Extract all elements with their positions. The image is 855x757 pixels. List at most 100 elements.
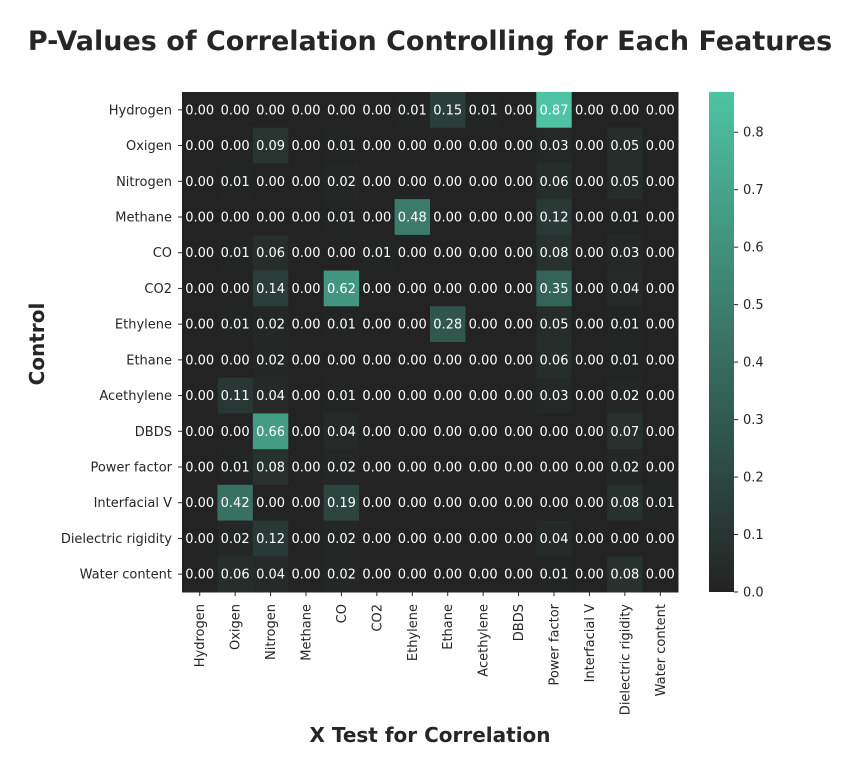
colorbar-tick-label: 0.8	[743, 126, 764, 141]
colorbar-tick-label: 0.2	[743, 471, 764, 486]
x-tick-label: CO2	[370, 604, 385, 632]
cell-value-label: 0.08	[610, 496, 639, 511]
heatmap-cell	[430, 520, 466, 557]
heatmap-cell	[394, 163, 431, 200]
cell-value-label: 0.02	[256, 353, 285, 368]
heatmap-cell	[571, 377, 608, 414]
cell-value-label: 0.00	[504, 532, 533, 547]
colorbar-tick-label: 0.0	[743, 586, 764, 601]
heatmap-cell	[182, 342, 218, 379]
cell-value-label: 0.00	[327, 103, 356, 118]
cell-value-label: 0.01	[221, 246, 250, 261]
cell-value-label: 0.00	[292, 139, 321, 154]
heatmap-cell	[252, 163, 289, 200]
cell-value-label: 0.01	[221, 461, 250, 476]
cell-value-label: 0.00	[504, 496, 533, 511]
heatmap-cell	[571, 342, 608, 379]
heatmap-cell	[182, 377, 218, 414]
heatmap-cell	[536, 377, 573, 414]
heatmap-cell	[571, 306, 608, 343]
cell-value-label: 0.00	[504, 175, 533, 190]
cell-value-label: 0.04	[256, 568, 285, 583]
cell-value-label: 0.00	[469, 175, 498, 190]
heatmap-cell	[323, 556, 360, 593]
heatmap-cell	[571, 234, 608, 272]
cell-value-label: 0.00	[646, 139, 675, 154]
cell-value-label: 0.00	[646, 175, 675, 190]
heatmap-cells: 0.00 0.00 0.00 0.00 0.00 0.00 0.01 0.15 0.01 0.00…	[182, 92, 679, 593]
heatmap-cell	[500, 449, 537, 486]
cell-value-label: 0.01	[327, 389, 356, 404]
heatmap-cell	[288, 163, 325, 200]
heatmap-cell	[642, 556, 679, 593]
heatmap-cell	[430, 199, 466, 236]
heatmap-cell	[465, 199, 502, 236]
heatmap-cell	[465, 556, 502, 593]
heatmap-cell	[182, 199, 218, 236]
heatmap-cell	[394, 377, 431, 414]
cell-value-label: 0.00	[185, 532, 214, 547]
heatmap-cell	[571, 163, 608, 200]
heatmap-cell	[288, 199, 325, 236]
cell-value-label: 0.00	[292, 532, 321, 547]
cell-value-label: 0.02	[221, 532, 250, 547]
x-tick-label: Ethylene	[406, 604, 421, 661]
heatmap-cell	[607, 377, 644, 414]
cell-value-label: 0.00	[433, 425, 462, 440]
heatmap-cell	[182, 163, 218, 200]
heatmap-cell	[359, 127, 396, 164]
heatmap-cell	[607, 520, 644, 557]
heatmap-cell	[288, 556, 325, 593]
heatmap-cell	[252, 306, 289, 343]
heatmap-cell	[394, 449, 431, 486]
heatmap-cell	[571, 127, 608, 164]
y-tick-label: Ethane	[126, 353, 172, 368]
cell-value-label: 0.04	[256, 389, 285, 404]
heatmap-cell	[465, 270, 502, 307]
cell-value-label: 0.00	[504, 282, 533, 297]
cell-value-label: 0.62	[327, 282, 356, 297]
heatmap-cell	[217, 234, 254, 272]
cell-value-label: 0.00	[398, 389, 427, 404]
y-tick-label: Ethylene	[115, 318, 172, 333]
y-tick-label: Water content	[80, 568, 172, 583]
heatmap-cell	[430, 342, 466, 379]
heatmap-cell	[607, 163, 644, 200]
heatmap-cell	[217, 127, 254, 164]
cell-value-label: 0.00	[433, 353, 462, 368]
cell-value-label: 0.87	[540, 103, 569, 118]
cell-value-label: 0.00	[362, 461, 391, 476]
cell-value-label: 0.00	[185, 496, 214, 511]
heatmap-cell	[536, 484, 573, 522]
heatmap-cell	[536, 342, 573, 379]
cell-value-label: 0.00	[575, 282, 604, 297]
cell-value-label: 0.00	[433, 246, 462, 261]
heatmap-cell	[430, 234, 466, 272]
heatmap-cell	[465, 127, 502, 164]
heatmap-cell	[394, 127, 431, 164]
heatmap-cell	[642, 484, 679, 522]
cell-value-label: 0.00	[469, 246, 498, 261]
heatmap-cell	[252, 92, 289, 129]
heatmap-cell	[500, 413, 537, 450]
cell-value-label: 0.00	[469, 353, 498, 368]
heatmap-cell	[394, 413, 431, 450]
heatmap-cell	[536, 199, 573, 236]
heatmap-cell	[217, 270, 254, 307]
heatmap-cell	[607, 449, 644, 486]
cell-value-label: 0.00	[433, 461, 462, 476]
cell-value-label: 0.00	[221, 353, 250, 368]
cell-value-label: 0.00	[575, 532, 604, 547]
heatmap-cell	[217, 377, 254, 414]
cell-value-label: 0.00	[610, 103, 639, 118]
cell-value-label: 0.00	[292, 425, 321, 440]
cell-value-label: 0.00	[221, 103, 250, 118]
cell-value-label: 0.00	[504, 568, 533, 583]
colorbar-tick-label: 0.6	[743, 241, 764, 256]
heatmap-cell	[252, 234, 289, 272]
x-tick-label: Ethane	[441, 604, 456, 650]
cell-value-label: 0.00	[398, 532, 427, 547]
heatmap-cell	[323, 413, 360, 450]
heatmap-cell	[536, 163, 573, 200]
heatmap-cell	[536, 306, 573, 343]
